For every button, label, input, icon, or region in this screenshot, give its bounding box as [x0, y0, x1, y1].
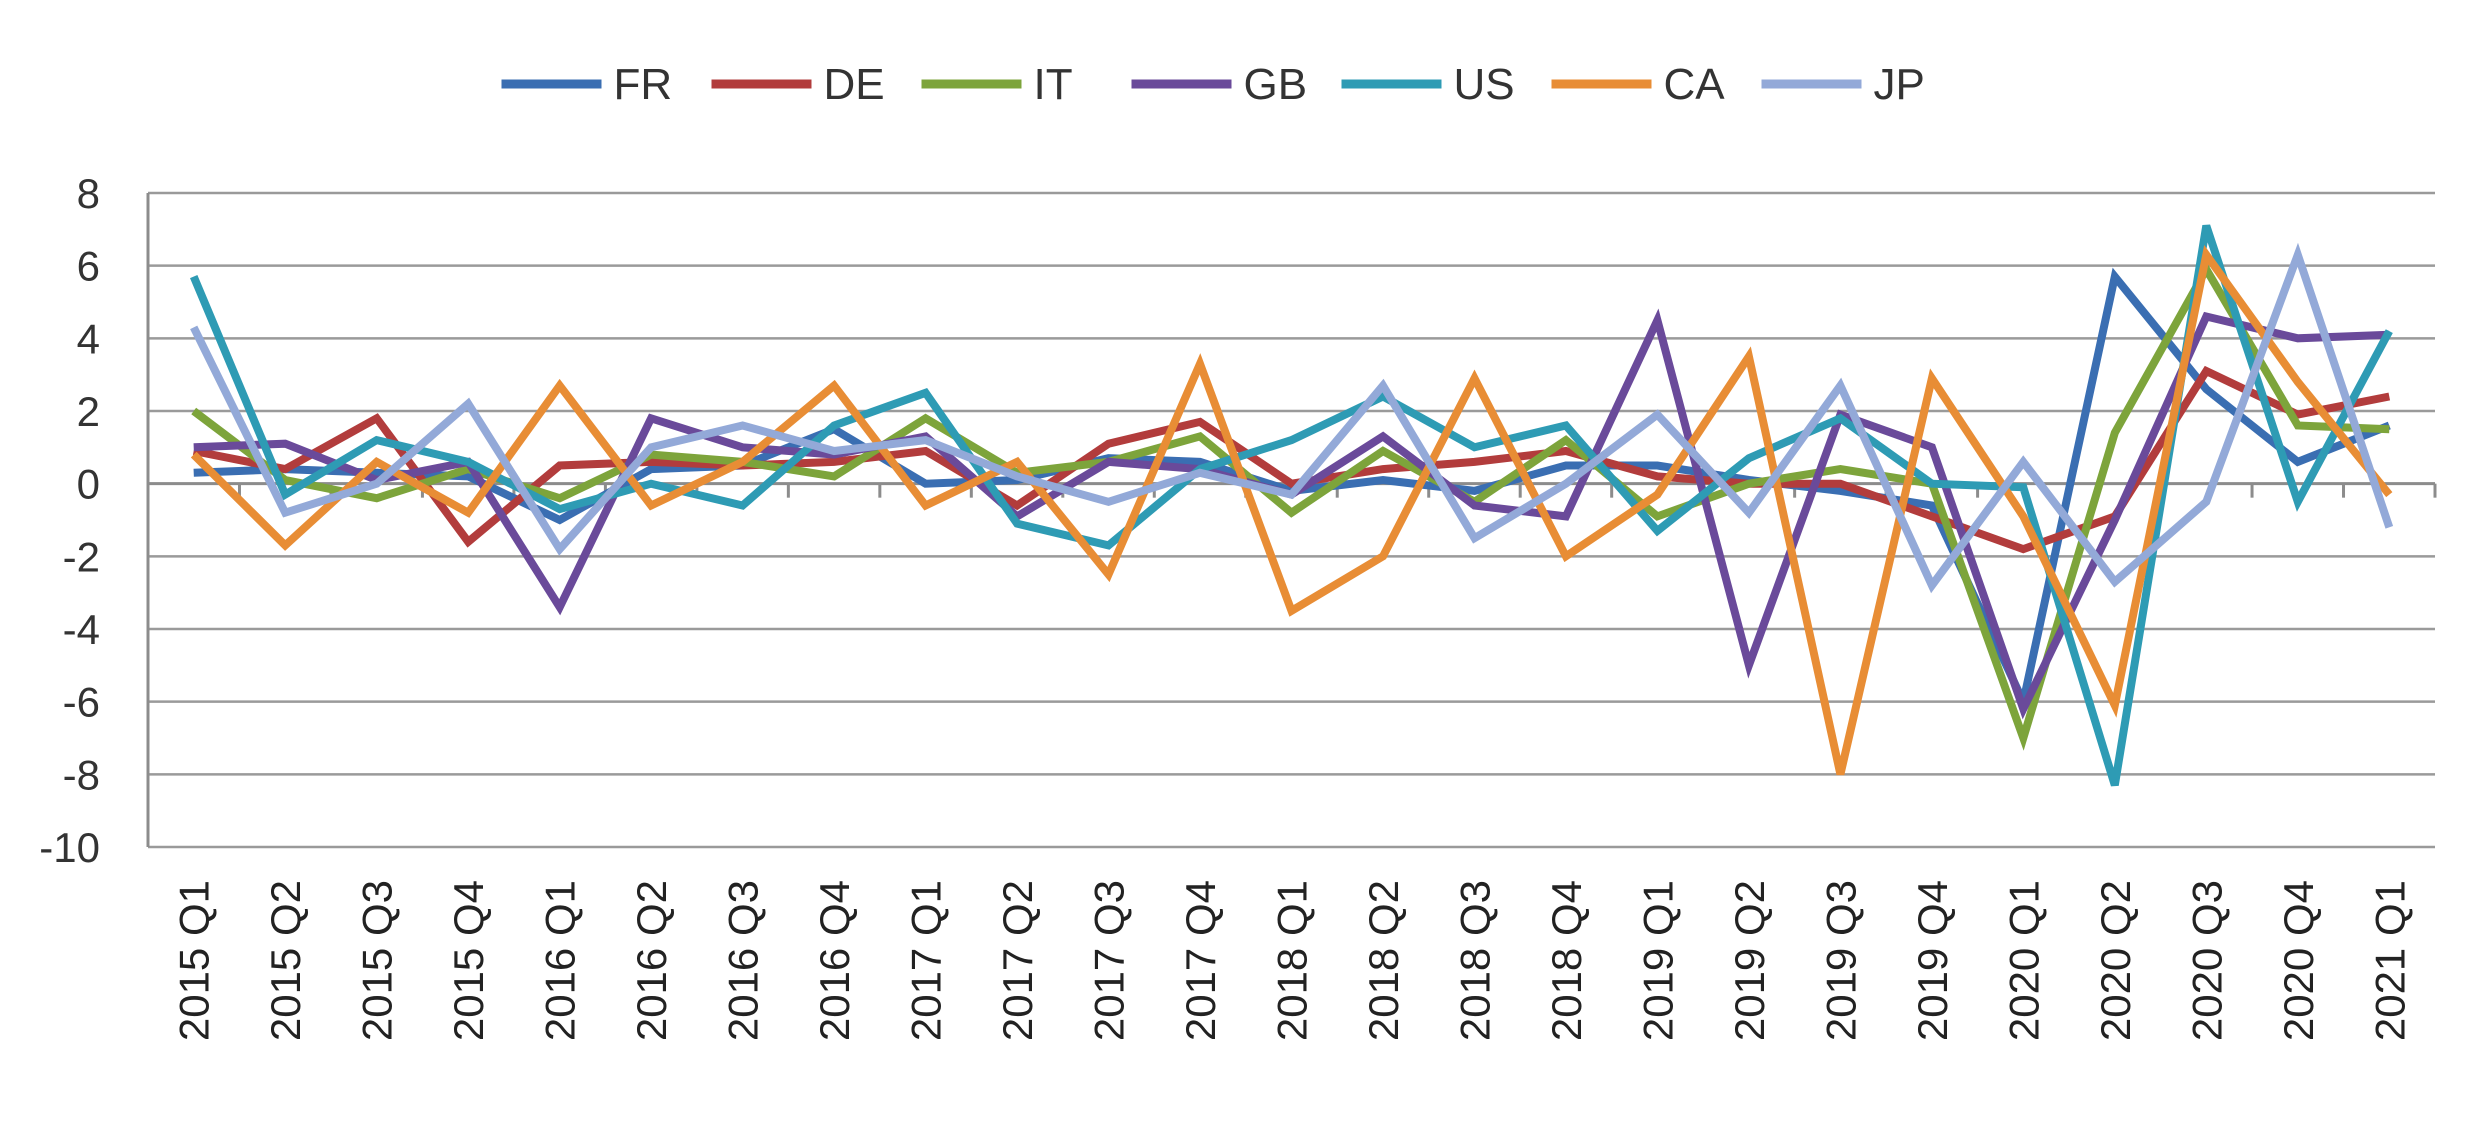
legend-item-us: US — [1341, 60, 1515, 109]
series-line-it — [191, 261, 2390, 751]
legend-item-jp: JP — [1761, 60, 1925, 109]
series-lines — [190, 224, 2394, 787]
legend-label: DE — [824, 60, 885, 109]
x-tick-label: 2016 Q1 — [537, 880, 584, 1041]
y-tick-label: -8 — [63, 751, 100, 798]
legend-label: JP — [1874, 60, 1925, 109]
y-tick-label: -4 — [63, 606, 100, 653]
y-tick-label: -6 — [63, 679, 100, 726]
x-tick-label: 2018 Q1 — [1269, 880, 1316, 1041]
legend-item-gb: GB — [1131, 60, 1308, 109]
x-tick-label: 2019 Q2 — [1726, 880, 1773, 1041]
x-tick-label: 2018 Q4 — [1543, 880, 1590, 1041]
legend-item-de: DE — [711, 60, 885, 109]
x-tick-label: 2015 Q2 — [262, 880, 309, 1041]
legend: FR DE IT GB US CA JP — [501, 60, 1925, 109]
series-line-ca — [190, 245, 2393, 776]
legend-label: GB — [1244, 60, 1308, 109]
legend-item-fr: FR — [501, 60, 673, 109]
x-tick-label: 2016 Q3 — [720, 880, 767, 1041]
x-tick-label: 2015 Q3 — [354, 880, 401, 1041]
x-tick-label: 2021 Q1 — [2366, 880, 2413, 1041]
y-tick-label: 6 — [77, 243, 100, 290]
x-tick-label: 2016 Q2 — [628, 880, 675, 1041]
x-tick-label: 2020 Q2 — [2092, 880, 2139, 1041]
legend-label: US — [1454, 60, 1515, 109]
x-tick-label: 2017 Q1 — [903, 880, 950, 1041]
series-line-de — [192, 365, 2391, 554]
y-tick-label: 2 — [77, 388, 100, 435]
x-tick-label: 2020 Q3 — [2183, 880, 2230, 1041]
legend-item-ca: CA — [1551, 60, 1726, 109]
x-tick-label: 2015 Q4 — [445, 880, 492, 1041]
legend-label: IT — [1034, 60, 1073, 109]
y-tick-label: 4 — [77, 315, 100, 362]
x-tick-label: 2019 Q3 — [1817, 880, 1864, 1041]
x-tick-label: 2017 Q2 — [994, 880, 1041, 1041]
x-tick-label: 2018 Q3 — [1451, 880, 1498, 1041]
x-tick-label: 2020 Q4 — [2275, 880, 2322, 1041]
x-tick-label: 2017 Q4 — [1177, 880, 1224, 1041]
x-tick-label: 2019 Q1 — [1634, 880, 1681, 1041]
legend-item-it: IT — [921, 60, 1073, 109]
series-line-jp — [190, 242, 2394, 594]
y-axis-tick-labels: 8 6 4 2 0 -2 -4 -6 -8 -10 — [39, 170, 100, 871]
x-tick-label: 2019 Q4 — [1909, 880, 1956, 1041]
y-tick-label: 0 — [77, 461, 100, 508]
y-tick-label: -2 — [63, 533, 100, 580]
x-tick-label: 2020 Q1 — [2000, 880, 2047, 1041]
legend-label: CA — [1664, 60, 1726, 109]
series-line-us — [190, 224, 2393, 787]
legend-label: FR — [614, 60, 673, 109]
y-tick-label: -10 — [39, 824, 100, 871]
y-tick-label: 8 — [77, 170, 100, 217]
x-tick-label: 2016 Q4 — [811, 880, 858, 1041]
x-tick-label: 2017 Q3 — [1086, 880, 1133, 1041]
x-tick-label: 2015 Q1 — [171, 880, 218, 1041]
x-tick-label: 2018 Q2 — [1360, 880, 1407, 1041]
x-axis-tick-labels: 2015 Q1 2015 Q2 2015 Q3 2015 Q4 2016 Q1 2016 … — [171, 880, 2414, 1041]
